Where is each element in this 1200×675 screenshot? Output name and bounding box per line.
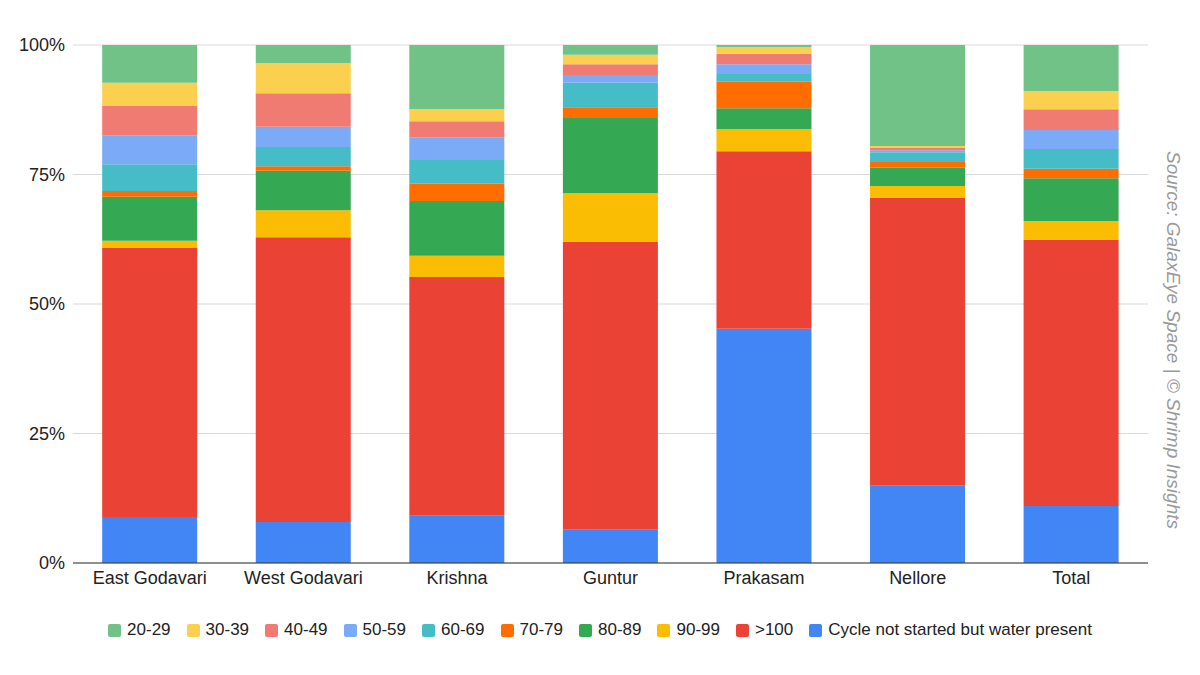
html-text:30-39: 30-39 [205, 620, 250, 639]
html-text:Cycle not started but water pr: Cycle not started but water present [828, 620, 1092, 639]
svg-text:Prakasam: Prakasam [724, 568, 805, 588]
svg-text:0%: 0% [39, 553, 65, 573]
svg-text:Krishna: Krishna [426, 568, 488, 588]
svg-text:Nellore: Nellore [889, 568, 946, 588]
svg-text:25%: 25% [29, 424, 65, 444]
html-text:40-49: 40-49 [284, 620, 328, 639]
html-text:70-79: 70-79 [519, 620, 563, 639]
html-text:50-59: 50-59 [362, 620, 406, 639]
svg-text:75%: 75% [29, 165, 65, 185]
svg-text:Source: GalaxEye Space | © Shr: Source: GalaxEye Space | © Shrimp Insigh… [1163, 151, 1184, 529]
html-text:>100: >100 [755, 620, 794, 639]
svg-text:Guntur: Guntur [583, 568, 638, 588]
svg-text:Total: Total [1052, 568, 1090, 588]
svg-text:100%: 100% [19, 35, 65, 55]
html-text:90-99: 90-99 [676, 620, 720, 639]
svg-text:East Godavari: East Godavari [93, 568, 207, 588]
html-text:20-29: 20-29 [127, 620, 171, 639]
html-text:80-89: 80-89 [598, 620, 642, 639]
svg-text:50%: 50% [29, 294, 65, 314]
html-text:60-69: 60-69 [441, 620, 485, 639]
svg-text:West Godavari: West Godavari [244, 568, 363, 588]
